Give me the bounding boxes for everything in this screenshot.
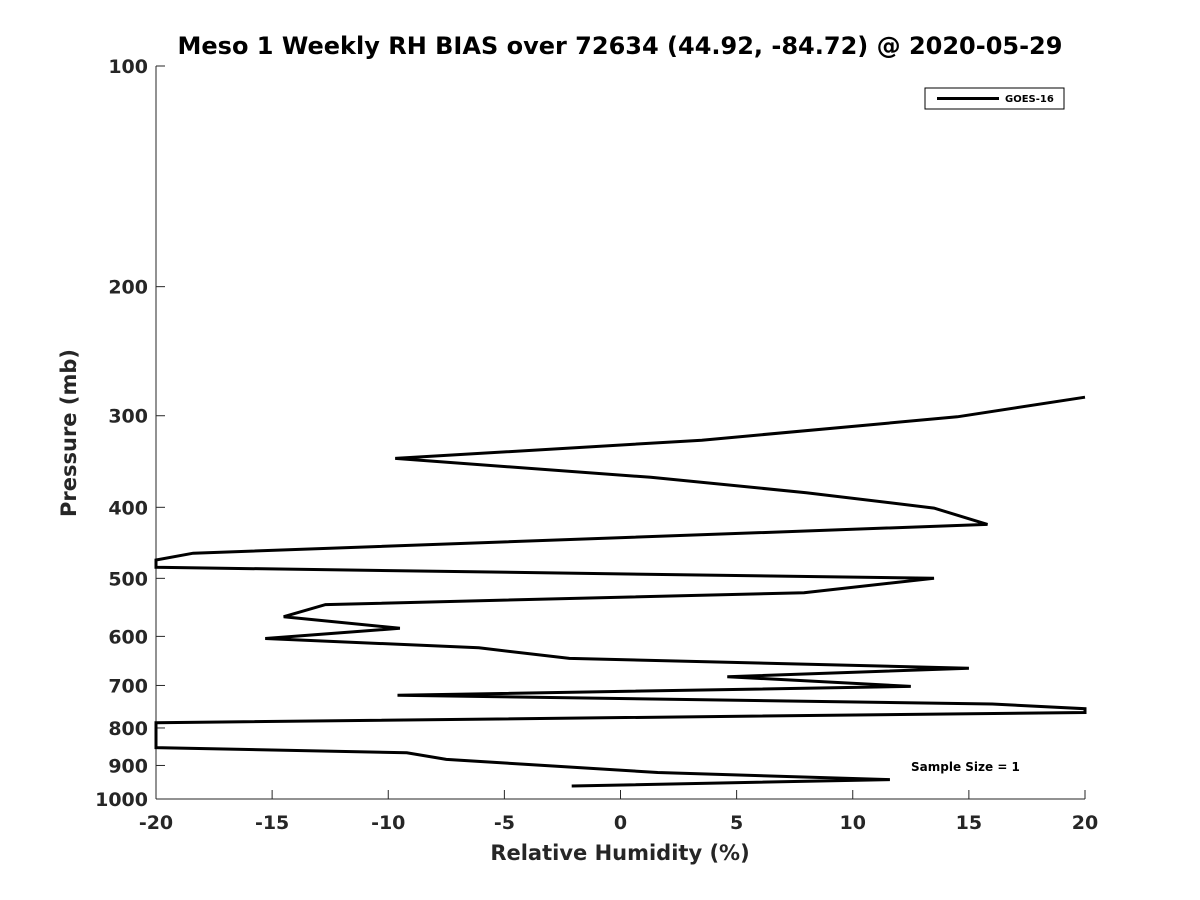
x-tick-label: 20 <box>1072 812 1098 834</box>
x-tick-label: 5 <box>730 812 743 834</box>
legend: GOES-16 <box>924 87 1065 110</box>
x-tick-label: 15 <box>956 812 982 834</box>
y-tick-label: 300 <box>108 406 148 428</box>
y-tick-label: 1000 <box>95 789 148 811</box>
y-tick-label: 500 <box>108 568 148 590</box>
x-tick-label: -15 <box>255 812 289 834</box>
x-axis-label: Relative Humidity (%) <box>490 841 749 865</box>
series-line-goes-16 <box>154 395 1087 788</box>
y-axis-ticks: 100 200 300 400 500 600 700 800 900 1000 <box>95 56 165 811</box>
y-tick-label: 700 <box>108 675 148 697</box>
sample-size-annotation: Sample Size = 1 <box>911 760 1020 774</box>
x-tick-label: 0 <box>614 812 627 834</box>
x-tick-label: 10 <box>840 812 866 834</box>
plot-area <box>156 66 1085 799</box>
y-tick-label: 100 <box>108 56 148 78</box>
chart-title: Meso 1 Weekly RH BIAS over 72634 (44.92,… <box>178 32 1063 60</box>
series-layer <box>154 395 1087 788</box>
y-tick-label: 800 <box>108 718 148 740</box>
x-tick-label: -20 <box>139 812 173 834</box>
legend-label-goes-16: GOES-16 <box>1005 94 1054 105</box>
y-axis-label: Pressure (mb) <box>57 349 81 517</box>
x-axis-ticks: -20 -15 -10 -5 0 5 10 15 20 <box>139 790 1098 834</box>
x-tick-label: -10 <box>371 812 405 834</box>
y-tick-label: 900 <box>108 755 148 777</box>
y-tick-label: 200 <box>108 277 148 299</box>
x-tick-label: -5 <box>494 812 515 834</box>
y-tick-label: 600 <box>108 626 148 648</box>
y-tick-label: 400 <box>108 497 148 519</box>
